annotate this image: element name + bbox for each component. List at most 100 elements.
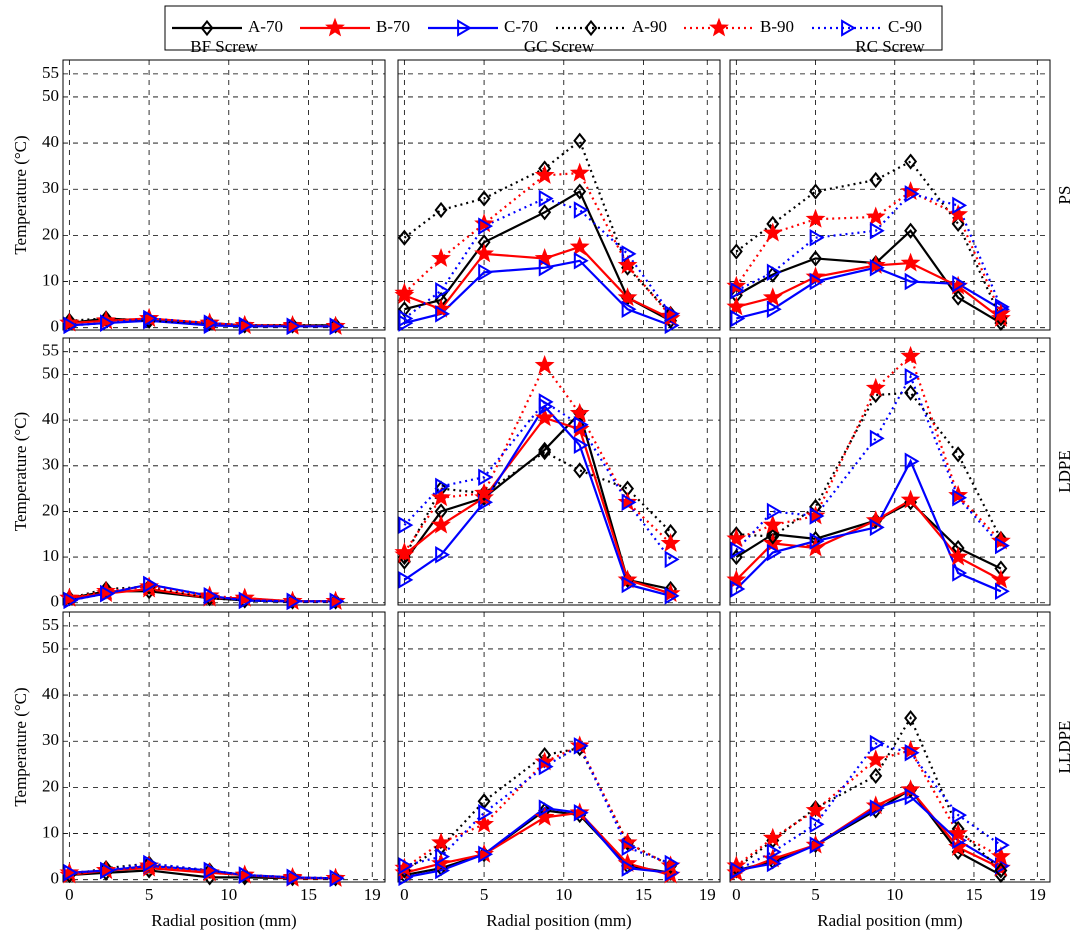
- y-tick-label: 20: [42, 776, 59, 795]
- data-point: [869, 171, 883, 189]
- y-tick-label: 30: [42, 730, 59, 749]
- plot-frame: [397, 337, 721, 606]
- data-point: [726, 569, 747, 589]
- data-point: [435, 861, 451, 880]
- data-point: [762, 514, 783, 534]
- y-tick-label: 20: [42, 224, 59, 243]
- data-point: [948, 836, 969, 856]
- y-tick-label: 40: [42, 684, 59, 703]
- data-point: [809, 815, 825, 834]
- data-point: [766, 528, 780, 545]
- plot-frame: [62, 59, 386, 331]
- x-tick-label: 10: [555, 885, 572, 904]
- data-point: [948, 823, 969, 842]
- x-tick-label: 15: [300, 885, 317, 904]
- data-point: [573, 201, 589, 219]
- data-point: [869, 258, 885, 277]
- data-point: [904, 744, 920, 762]
- data-point: [394, 282, 415, 302]
- data-point: [394, 542, 415, 561]
- data-point: [617, 832, 638, 852]
- y-tick-label: 55: [42, 63, 59, 82]
- y-tick-label: 10: [42, 546, 59, 565]
- data-point: [809, 532, 825, 550]
- y-tick-label: 40: [42, 132, 59, 151]
- data-point: [398, 516, 414, 534]
- data-point: [63, 591, 79, 610]
- data-point: [990, 846, 1011, 866]
- data-point: [435, 305, 451, 323]
- data-point: [621, 838, 637, 857]
- data-point: [869, 734, 885, 753]
- data-point: [100, 314, 116, 332]
- data-point: [478, 468, 494, 486]
- data-point: [329, 317, 345, 336]
- data-point: [617, 287, 638, 307]
- data-point: [538, 757, 554, 776]
- data-point: [621, 859, 637, 877]
- x-axis-label: Radial position (mm): [486, 911, 631, 930]
- data-point: [63, 864, 79, 882]
- data-point: [664, 550, 680, 569]
- data-point: [809, 228, 825, 247]
- data-point: [904, 153, 918, 170]
- data-point: [762, 287, 783, 307]
- data-point: [573, 132, 587, 149]
- x-tick-label: 19: [699, 885, 716, 904]
- data-point: [398, 309, 414, 328]
- data-point: [726, 296, 747, 316]
- data-point: [865, 206, 886, 226]
- data-point: [994, 836, 1010, 854]
- data-point: [730, 541, 746, 559]
- data-point: [238, 866, 254, 884]
- x-tick-label: 19: [364, 885, 381, 904]
- data-point: [805, 800, 826, 819]
- data-point: [431, 832, 451, 852]
- data-point: [664, 316, 680, 335]
- data-point: [534, 751, 555, 771]
- data-point: [994, 857, 1010, 875]
- legend-marker: [457, 19, 472, 37]
- data-point: [238, 316, 254, 335]
- x-axis-label: Radial position (mm): [817, 911, 962, 930]
- data-point: [538, 441, 552, 458]
- data-point: [730, 580, 746, 598]
- data-point: [952, 806, 968, 824]
- data-point: [431, 248, 451, 267]
- data-point: [534, 806, 555, 826]
- data-point: [766, 854, 782, 873]
- data-point: [203, 861, 219, 880]
- data-point: [434, 201, 448, 219]
- data-point: [621, 300, 637, 318]
- data-point: [286, 868, 302, 887]
- data-point: [538, 189, 554, 208]
- column-title: RC Screw: [855, 37, 925, 56]
- data-point: [990, 530, 1011, 550]
- y-tick-label: 55: [42, 341, 59, 360]
- data-point: [994, 298, 1010, 316]
- column-title: BF Screw: [190, 37, 258, 56]
- data-point: [286, 317, 302, 336]
- data-point: [766, 300, 782, 318]
- legend-marker: [200, 19, 214, 37]
- data-point: [329, 592, 345, 611]
- data-point: [869, 799, 885, 817]
- data-point: [948, 546, 969, 566]
- data-point: [617, 254, 638, 274]
- data-point: [809, 183, 823, 200]
- data-point: [951, 215, 965, 232]
- data-point: [398, 571, 414, 589]
- legend-marker: [841, 19, 856, 37]
- data-point: [869, 767, 883, 784]
- data-point: [534, 164, 555, 184]
- plot-frame: [397, 59, 721, 331]
- data-point: [203, 587, 219, 605]
- legend-marker: [325, 17, 345, 37]
- data-point: [538, 258, 554, 277]
- data-point: [474, 243, 494, 263]
- column-title: GC Screw: [524, 37, 595, 56]
- data-point: [762, 827, 783, 847]
- data-point: [573, 737, 589, 755]
- data-point: [474, 482, 494, 502]
